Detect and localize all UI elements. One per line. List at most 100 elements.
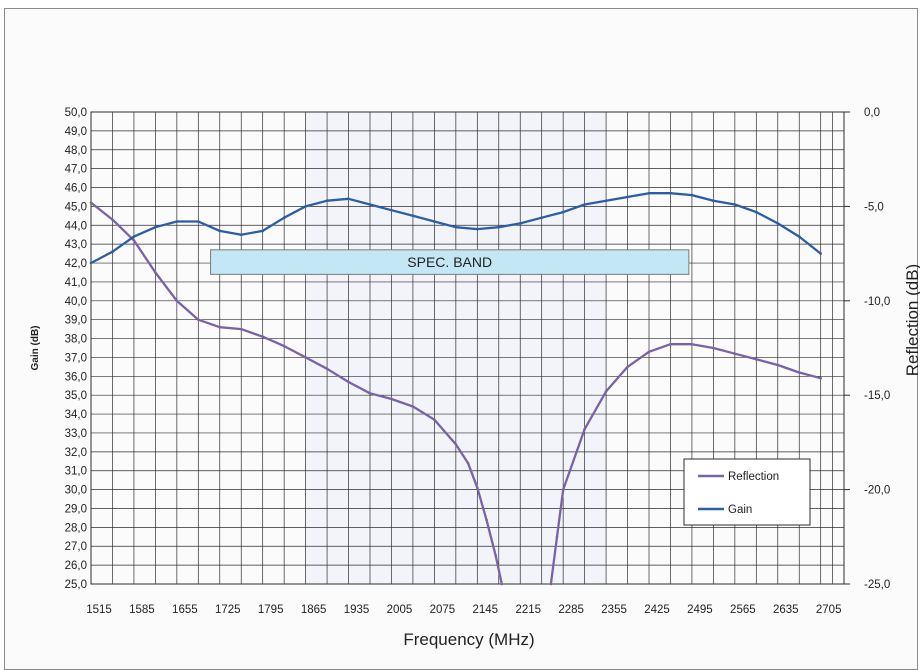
x-tick-label: 1585 (129, 604, 155, 616)
y-tick-label: 50,0 (65, 107, 87, 119)
x-tick-label: 2355 (601, 604, 627, 616)
y-tick-label: 41,0 (65, 277, 87, 289)
x-tick-label: 1655 (172, 604, 198, 616)
data-point-reflection (347, 380, 350, 384)
right-axis-ticks: 0,0 -5,0 -10,0 -15,0 -20,0 -25,0 (844, 107, 890, 591)
y-tick-label: 27,0 (65, 541, 87, 553)
data-point-gain (690, 193, 694, 197)
y2-axis-title: Reflection (dB) (903, 264, 920, 376)
y-tick-label: 28,0 (65, 522, 87, 534)
x-tick-label: 1935 (344, 604, 370, 616)
data-point-gain (89, 261, 93, 265)
data-point-reflection (647, 350, 651, 354)
data-point-reflection (454, 442, 458, 446)
y2-tick-label: -20,0 (864, 485, 890, 497)
y-tick-label: 38,0 (65, 334, 87, 346)
x-tick-label: 2425 (644, 604, 670, 616)
data-point-reflection (494, 554, 498, 557)
spec-band-label: SPEC. BAND (407, 254, 492, 270)
legend-label-reflection: Reflection (728, 471, 779, 483)
data-point-reflection (218, 325, 222, 329)
y-tick-label: 31,0 (65, 466, 87, 478)
data-point-reflection (111, 218, 114, 221)
chart-svg: 25,0 26,0 27,0 28,0 29,0 30,0 31,0 32,0 33,0 34,0… (30, 107, 920, 649)
data-point-reflection (604, 390, 608, 393)
data-point-reflection (583, 427, 586, 431)
y2-tick-label: -25,0 (864, 579, 890, 591)
data-point-reflection (797, 371, 801, 374)
data-point-gain (776, 222, 780, 225)
x-tick-label: 1795 (258, 604, 284, 616)
data-point-reflection (411, 405, 415, 408)
data-point-gain (561, 210, 565, 214)
data-point-gain (218, 229, 222, 233)
data-point-reflection (819, 376, 822, 380)
x-axis-title: Frequency (MHz) (403, 630, 534, 649)
data-point-reflection (755, 358, 758, 361)
y2-tick-label: 0,0 (864, 107, 880, 119)
data-point-gain (347, 197, 350, 201)
data-point-reflection (466, 461, 470, 465)
y-tick-label: 48,0 (65, 145, 87, 157)
data-point-reflection (282, 344, 286, 348)
data-point-reflection (712, 346, 715, 350)
data-point-gain (819, 252, 822, 255)
data-point-gain (154, 225, 157, 229)
spec-band-box (210, 249, 690, 275)
data-point-gain (368, 203, 372, 206)
data-point-gain (518, 222, 522, 225)
data-point-reflection (776, 363, 780, 367)
data-point-reflection (476, 486, 479, 490)
data-point-gain (132, 235, 136, 238)
data-point-gain (325, 199, 329, 203)
data-point-gain (476, 227, 479, 231)
y-tick-label: 47,0 (65, 164, 87, 176)
y-tick-label: 32,0 (65, 447, 87, 459)
data-point-gain (647, 191, 651, 195)
y-tick-label: 45,0 (65, 201, 87, 213)
y-tick-label: 36,0 (65, 371, 87, 383)
data-point-reflection (390, 397, 393, 401)
data-point-reflection (368, 392, 372, 395)
x-tick-label: 2635 (773, 604, 799, 616)
data-point-reflection (626, 365, 629, 369)
data-point-gain (239, 233, 243, 237)
legend-box (683, 458, 811, 526)
data-point-reflection (239, 327, 243, 331)
data-point-gain (583, 203, 586, 206)
data-point-reflection (669, 342, 672, 346)
y2-tick-label: -10,0 (864, 296, 890, 308)
y-tick-label: 33,0 (65, 428, 87, 440)
y-tick-label: 35,0 (65, 390, 87, 402)
y-tick-label: 34,0 (65, 409, 87, 421)
data-point-reflection (555, 535, 559, 539)
data-point-gain (797, 235, 801, 238)
data-point-reflection (549, 582, 553, 586)
data-point-reflection (304, 356, 307, 359)
legend-label-gain: Gain (728, 504, 752, 516)
y-tick-label: 29,0 (65, 503, 87, 515)
data-point-gain (111, 250, 114, 254)
series-line-reflection (91, 201, 821, 584)
data-point-gain (411, 214, 415, 218)
data-point-reflection (733, 352, 737, 355)
data-point-gain (433, 220, 436, 223)
data-point-reflection (561, 488, 565, 491)
x-tick-label: 2495 (687, 604, 713, 616)
data-point-reflection (485, 518, 488, 522)
data-point-gain (282, 216, 286, 220)
data-point-reflection (197, 318, 200, 321)
x-tick-label: 2215 (515, 604, 541, 616)
x-tick-label: 2565 (730, 604, 756, 616)
x-tick-label: 1865 (301, 604, 327, 616)
data-point-reflection (261, 335, 264, 338)
x-axis-ticks: 1515 1585 1655 1725 1795 1865 1935 2005 2075 2145… (86, 604, 841, 616)
y-tick-label: 40,0 (65, 296, 87, 308)
data-point-reflection (89, 201, 93, 204)
x-tick-label: 1725 (215, 604, 241, 616)
data-point-gain (390, 208, 393, 212)
x-tick-label: 2705 (816, 604, 842, 616)
plot-border (90, 111, 845, 585)
y-tick-label: 42,0 (65, 258, 87, 270)
y-tick-label: 37,0 (65, 352, 87, 364)
